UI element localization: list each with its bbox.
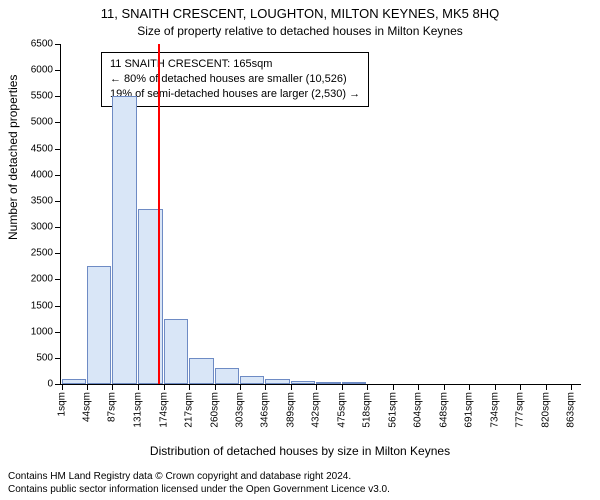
y-tick-label: 2500 [31,248,53,259]
x-tick [138,384,139,390]
y-tick [55,149,61,150]
y-tick-label: 5000 [31,117,53,128]
y-tick-label: 2000 [31,274,53,285]
x-tick-label: 518sqm [362,392,373,428]
y-tick-label: 4000 [31,169,53,180]
footer: Contains HM Land Registry data © Crown c… [8,470,390,496]
y-tick [55,358,61,359]
histogram-bar [62,379,86,384]
x-tick [495,384,496,390]
x-tick-label: 777sqm [515,392,526,428]
y-tick [55,279,61,280]
x-tick [62,384,63,390]
y-tick-label: 0 [47,379,53,390]
x-tick-label: 1sqm [56,392,67,416]
x-tick [571,384,572,390]
x-tick-label: 303sqm [235,392,246,428]
histogram-bar [265,379,289,384]
x-tick [444,384,445,390]
x-tick [240,384,241,390]
chart-title: 11, SNAITH CRESCENT, LOUGHTON, MILTON KE… [0,6,600,21]
y-tick-label: 5500 [31,91,53,102]
histogram-bar [215,368,239,384]
y-tick [55,332,61,333]
x-tick-label: 691sqm [464,392,475,428]
x-tick-label: 131sqm [133,392,144,428]
y-tick-label: 500 [36,352,53,363]
x-tick [87,384,88,390]
annotation-line-1: 11 SNAITH CRESCENT: 165sqm [110,57,360,72]
x-tick [316,384,317,390]
x-tick [367,384,368,390]
x-tick-label: 648sqm [438,392,449,428]
x-tick [393,384,394,390]
x-tick [112,384,113,390]
y-tick [55,175,61,176]
y-tick-label: 6500 [31,39,53,50]
x-tick-label: 217sqm [184,392,195,428]
histogram-bar [316,382,340,384]
x-tick-label: 863sqm [565,392,576,428]
x-tick-label: 734sqm [489,392,500,428]
x-tick [164,384,165,390]
y-tick-label: 6000 [31,65,53,76]
chart-container: 11, SNAITH CRESCENT, LOUGHTON, MILTON KE… [0,0,600,500]
histogram-bar [112,96,136,384]
x-axis-label: Distribution of detached houses by size … [0,444,600,458]
x-tick [546,384,547,390]
y-tick-label: 1500 [31,300,53,311]
x-tick-label: 475sqm [336,392,347,428]
y-axis-label: Number of detached properties [6,75,20,240]
footer-line-1: Contains HM Land Registry data © Crown c… [8,470,390,483]
y-tick [55,227,61,228]
chart-subtitle: Size of property relative to detached ho… [0,24,600,38]
histogram-bar [240,376,264,384]
x-tick-label: 174sqm [158,392,169,428]
x-tick-label: 604sqm [412,392,423,428]
x-tick [189,384,190,390]
y-tick [55,44,61,45]
histogram-bar [189,358,213,384]
x-tick-label: 87sqm [107,392,118,422]
annotation-line-2: ← 80% of detached houses are smaller (10… [110,72,360,87]
y-tick [55,201,61,202]
y-tick [55,96,61,97]
y-tick [55,70,61,71]
x-tick-label: 389sqm [285,392,296,428]
y-tick [55,306,61,307]
x-tick-label: 432sqm [311,392,322,428]
x-tick-label: 346sqm [260,392,271,428]
x-tick-label: 561sqm [387,392,398,428]
x-tick [291,384,292,390]
x-tick [418,384,419,390]
y-tick-label: 3000 [31,222,53,233]
y-tick [55,122,61,123]
x-tick [215,384,216,390]
y-tick [55,253,61,254]
y-tick-label: 3500 [31,195,53,206]
footer-line-2: Contains public sector information licen… [8,483,390,496]
x-tick [520,384,521,390]
x-tick-label: 820sqm [540,392,551,428]
x-tick-label: 44sqm [82,392,93,422]
y-tick-label: 4500 [31,143,53,154]
annotation-line-3: 19% of semi-detached houses are larger (… [110,87,360,102]
property-marker-line [158,44,160,384]
histogram-bar [291,381,315,384]
histogram-bar [164,319,188,384]
annotation-box: 11 SNAITH CRESCENT: 165sqm ← 80% of deta… [101,52,369,107]
y-tick-label: 1000 [31,326,53,337]
plot-area: 11 SNAITH CRESCENT: 165sqm ← 80% of deta… [60,44,581,385]
x-tick [265,384,266,390]
y-tick [55,384,61,385]
histogram-bar [87,266,111,384]
histogram-bar [342,382,366,384]
x-tick-label: 260sqm [209,392,220,428]
x-tick [342,384,343,390]
x-tick [469,384,470,390]
